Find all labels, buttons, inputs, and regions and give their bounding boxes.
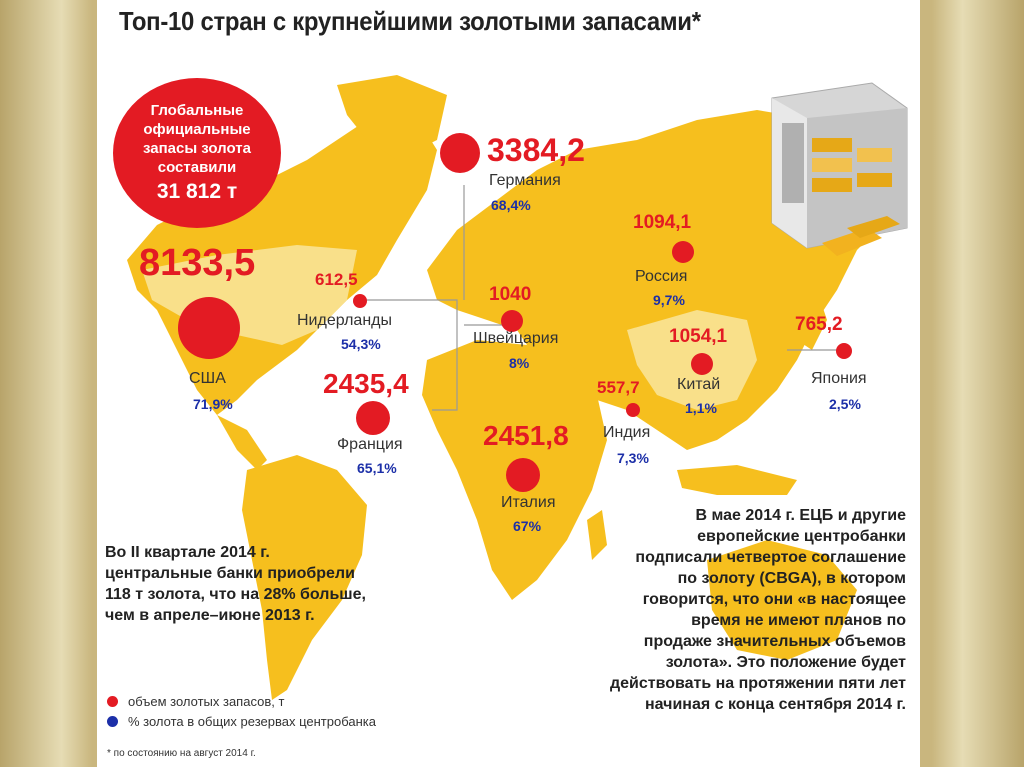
legend-percent: % золота в общих резервах центробанка <box>107 714 376 729</box>
germany-pct: 68,4% <box>491 197 531 213</box>
netherlands-value: 612,5 <box>315 270 358 289</box>
india-marker <box>626 403 640 417</box>
russia-marker <box>672 241 694 263</box>
note-right: В мае 2014 г. ЕЦБ и другие европейские ц… <box>610 505 906 715</box>
note-right-line-8: золота». Это положение будет <box>665 654 906 671</box>
note-left-line-4: чем в апреле–июне 2013 г. <box>105 607 315 624</box>
france-value: 2435,4 <box>323 368 409 399</box>
russia-pct: 9,7% <box>653 292 685 308</box>
central-america <box>217 415 267 470</box>
japan-pct: 2,5% <box>829 396 861 412</box>
italy-pct: 67% <box>513 518 542 534</box>
germany-name: Германия <box>489 172 561 189</box>
madagascar <box>587 510 607 560</box>
note-left-line-3: 118 т золота, что на 28% больше, <box>105 586 366 603</box>
netherlands-pct: 54,3% <box>341 336 381 352</box>
italy-name: Италия <box>501 494 556 511</box>
australia-landmass <box>707 540 857 660</box>
italy-value: 2451,8 <box>483 420 569 451</box>
russia-name: Россия <box>635 268 688 285</box>
netherlands-connector <box>359 299 458 411</box>
japan <box>797 290 827 350</box>
legend-blue-dot <box>107 716 118 727</box>
germany-marker <box>440 133 480 173</box>
italy-marker <box>506 458 540 492</box>
usa-marker <box>178 297 240 359</box>
note-right-line-10: начиная с конца сентября 2014 г. <box>645 696 906 713</box>
gold-safe-illustration <box>771 82 908 256</box>
global-line-1: Глобальные <box>150 102 244 119</box>
footnote: * по состоянию на август 2014 г. <box>107 748 256 759</box>
usa-pct: 71,9% <box>193 396 233 412</box>
legend-blue-label: % золота в общих резервах центробанка <box>128 714 376 729</box>
global-line-3: запасы золота <box>142 140 251 157</box>
global-total: 31 812 т <box>156 180 238 203</box>
note-left-line-2: центральные банки приобрели <box>105 565 355 582</box>
china-value: 1054,1 <box>669 326 728 347</box>
india-pct: 7,3% <box>617 450 649 466</box>
france-name: Франция <box>337 436 403 453</box>
south-america-landmass <box>242 455 367 700</box>
global-line-2: официальные <box>143 121 251 138</box>
note-right-line-1: В мае 2014 г. ЕЦБ и другие <box>695 507 906 524</box>
china-marker <box>691 353 713 375</box>
usa-name: США <box>189 370 226 387</box>
note-right-line-3: подписали четвертое соглашение <box>635 549 906 566</box>
legend-red-dot <box>107 696 118 707</box>
page-title: Топ-10 стран с крупнейшими золотыми запа… <box>119 6 701 36</box>
note-right-line-2: европейские центробанки <box>697 528 906 545</box>
germany-value: 3384,2 <box>487 132 585 168</box>
global-reserves-badge: Глобальные официальные запасы золота сос… <box>113 78 281 228</box>
infographic-slide: Топ-10 стран с крупнейшими золотыми запа… <box>97 0 920 767</box>
france-pct: 65,1% <box>357 460 397 476</box>
note-right-line-7: продаже значительных объемов <box>643 633 906 650</box>
japan-name: Япония <box>811 370 867 387</box>
switzerland-pct: 8% <box>509 355 530 371</box>
switzerland-value: 1040 <box>489 284 532 305</box>
switzerland-name: Швейцария <box>473 330 559 347</box>
netherlands-marker <box>353 294 367 308</box>
global-line-4: составили <box>157 159 237 176</box>
indonesia <box>677 465 797 495</box>
japan-marker <box>836 343 852 359</box>
greenland <box>337 75 447 160</box>
note-right-line-6: время не имеют планов по <box>691 612 906 629</box>
note-right-line-4: по золоту (CBGA), в котором <box>677 570 906 587</box>
usa-value: 8133,5 <box>139 242 256 284</box>
france-marker <box>356 401 390 435</box>
legend-red-label: объем золотых запасов, т <box>128 694 285 709</box>
note-left-line-1: Во II квартале 2014 г. <box>105 544 270 561</box>
india-name: Индия <box>603 424 651 441</box>
note-right-line-9: действовать на протяжении пяти лет <box>609 675 906 692</box>
russia-value: 1094,1 <box>633 212 692 233</box>
japan-value: 765,2 <box>795 314 843 335</box>
note-right-line-5: говорится, что они «в настоящее <box>642 591 906 608</box>
note-left: Во II квартале 2014 г. центральные банки… <box>105 542 366 626</box>
india-value: 557,7 <box>597 378 640 397</box>
legend-reserves: объем золотых запасов, т <box>107 694 284 709</box>
switzerland-marker <box>501 310 523 332</box>
netherlands-name: Нидерланды <box>297 312 392 329</box>
china-pct: 1,1% <box>685 400 717 416</box>
china-name: Китай <box>677 376 721 393</box>
